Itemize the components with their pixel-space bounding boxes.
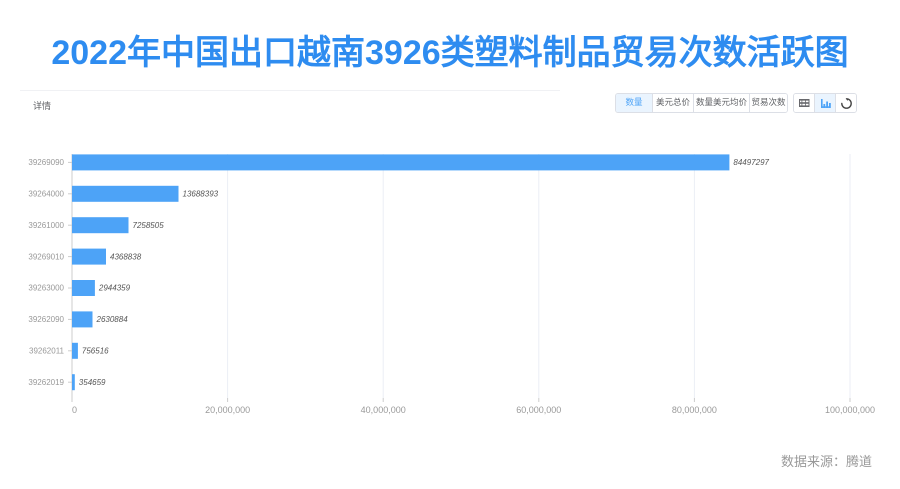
svg-text:4368838: 4368838 bbox=[110, 252, 142, 261]
svg-text:39269090: 39269090 bbox=[28, 158, 64, 167]
svg-text:354659: 354659 bbox=[79, 378, 106, 387]
svg-text:84497297: 84497297 bbox=[733, 158, 769, 167]
svg-text:20,000,000: 20,000,000 bbox=[205, 405, 250, 415]
svg-text:100,000,000: 100,000,000 bbox=[825, 405, 875, 415]
svg-text:13688393: 13688393 bbox=[183, 190, 219, 199]
svg-text:2944359: 2944359 bbox=[98, 284, 131, 293]
svg-text:756516: 756516 bbox=[82, 347, 109, 356]
svg-text:39261000: 39261000 bbox=[28, 221, 64, 230]
svg-text:0: 0 bbox=[72, 405, 77, 415]
svg-text:60,000,000: 60,000,000 bbox=[516, 405, 561, 415]
svg-text:39263000: 39263000 bbox=[28, 284, 64, 293]
svg-text:39262011: 39262011 bbox=[29, 347, 65, 356]
svg-text:39264000: 39264000 bbox=[28, 190, 64, 199]
svg-text:39262090: 39262090 bbox=[28, 315, 64, 324]
svg-text:80,000,000: 80,000,000 bbox=[672, 405, 717, 415]
svg-text:39262019: 39262019 bbox=[28, 378, 64, 387]
svg-text:39269010: 39269010 bbox=[28, 252, 64, 261]
svg-text:7258505: 7258505 bbox=[133, 221, 165, 230]
svg-text:2630884: 2630884 bbox=[96, 315, 129, 324]
svg-text:40,000,000: 40,000,000 bbox=[361, 405, 406, 415]
